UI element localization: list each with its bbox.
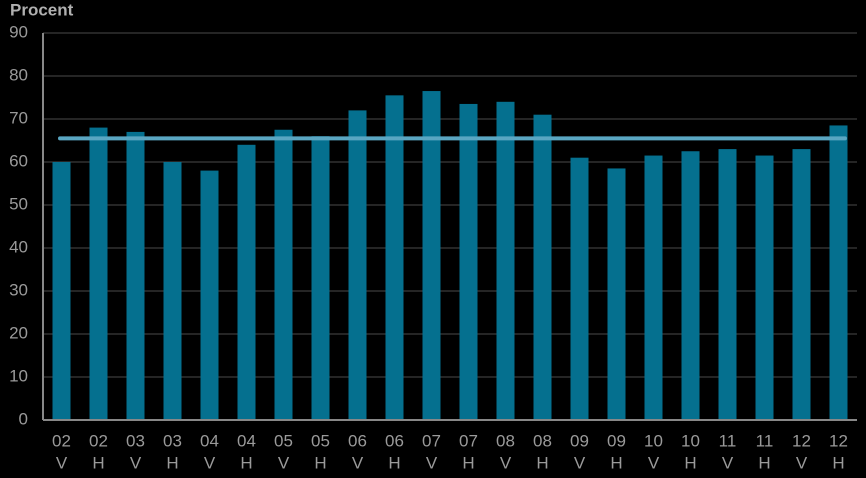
y-axis-label: Procent <box>10 0 74 19</box>
y-tick-label: 70 <box>9 108 28 127</box>
bar <box>422 91 441 421</box>
bar <box>718 149 737 420</box>
y-tick-label: 30 <box>9 280 28 299</box>
x-tick-label: 10 <box>644 431 663 450</box>
x-tick-label: V <box>204 453 216 472</box>
y-tick-label: 60 <box>9 151 28 170</box>
x-tick-label: H <box>388 453 400 472</box>
x-tick-label: 03 <box>126 431 145 450</box>
x-tick-label: H <box>536 453 548 472</box>
x-tick-label: 10 <box>681 431 700 450</box>
x-tick-label: H <box>832 453 844 472</box>
bar <box>459 103 478 420</box>
bar <box>200 170 219 420</box>
x-tick-label: 03 <box>163 431 182 450</box>
y-tick-label: 40 <box>9 237 28 256</box>
x-tick-label: 04 <box>237 431 256 450</box>
x-tick-label: V <box>130 453 142 472</box>
x-tick-label: H <box>758 453 770 472</box>
x-tick-label: 08 <box>496 431 515 450</box>
x-tick-label: V <box>722 453 734 472</box>
x-tick-label: H <box>314 453 326 472</box>
x-tick-label: 11 <box>756 431 774 450</box>
x-tick-label: V <box>278 453 290 472</box>
x-tick-label: H <box>166 453 178 472</box>
bar <box>89 127 108 420</box>
y-tick-label: 20 <box>9 323 28 342</box>
y-tick-label: 80 <box>9 65 28 84</box>
y-tick-label: 10 <box>9 366 28 385</box>
bar <box>496 101 515 421</box>
bar <box>570 157 589 420</box>
bar <box>829 125 848 420</box>
x-tick-label: 04 <box>200 431 219 450</box>
x-tick-label: V <box>574 453 586 472</box>
x-tick-label: V <box>426 453 438 472</box>
bar <box>607 168 626 420</box>
bar <box>163 162 182 420</box>
x-tick-label: 09 <box>607 431 626 450</box>
bar <box>533 114 552 420</box>
bar <box>52 162 71 420</box>
y-tick-label: 50 <box>9 194 28 213</box>
x-tick-label: V <box>648 453 660 472</box>
x-tick-label: 02 <box>89 431 108 450</box>
y-tick-label: 0 <box>19 409 28 428</box>
x-tick-label: 07 <box>422 431 441 450</box>
x-tick-label: 05 <box>274 431 293 450</box>
x-tick-label: H <box>240 453 252 472</box>
x-tick-label: 06 <box>348 431 367 450</box>
bar <box>755 155 774 421</box>
x-tick-label: 08 <box>533 431 552 450</box>
x-tick-label: H <box>610 453 622 472</box>
x-tick-label: 06 <box>385 431 404 450</box>
bar <box>126 131 145 420</box>
x-tick-label: 05 <box>311 431 330 450</box>
bar <box>237 144 256 421</box>
bar <box>681 151 700 420</box>
bar <box>385 95 404 420</box>
bar <box>792 149 811 420</box>
x-tick-label: 12 <box>792 431 811 450</box>
x-tick-label: H <box>684 453 696 472</box>
x-tick-label: V <box>500 453 512 472</box>
bar <box>274 129 293 420</box>
x-tick-label: 07 <box>459 431 478 450</box>
x-tick-label: V <box>796 453 808 472</box>
x-tick-label: V <box>56 453 68 472</box>
x-tick-label: H <box>462 453 474 472</box>
bar <box>311 136 330 420</box>
y-tick-label: 90 <box>9 22 28 41</box>
x-tick-label: 09 <box>570 431 589 450</box>
x-tick-label: 12 <box>829 431 848 450</box>
bar <box>644 155 663 421</box>
bar <box>348 110 367 421</box>
x-tick-label: 11 <box>719 431 737 450</box>
x-tick-label: H <box>92 453 104 472</box>
x-tick-label: 02 <box>52 431 71 450</box>
x-tick-label: V <box>352 453 364 472</box>
